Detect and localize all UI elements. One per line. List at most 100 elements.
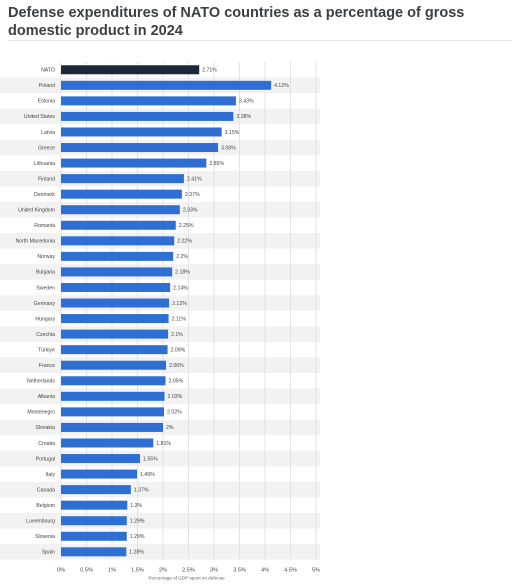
category-label: Italy [45,472,55,478]
x-axis-label: Percentage of GDP spent on defense [148,576,225,581]
category-label: Albania [38,394,55,400]
x-tick-label: 5% [312,568,320,574]
bar [61,251,174,261]
category-label: Greece [38,145,55,151]
x-tick-label: 1% [108,568,116,574]
category-label: Spain [42,550,55,556]
bar [61,422,163,432]
category-label: Poland [39,83,55,89]
bar [61,329,169,339]
bar [61,143,219,153]
category-label: NATO [41,68,55,74]
bar [61,96,236,106]
value-label: 1.55% [143,456,158,462]
x-tick-label: 3% [210,568,218,574]
category-label: Sweden [36,285,55,291]
value-label: 2.33% [183,208,198,214]
value-label: 2% [166,425,174,431]
bar [61,127,222,137]
value-label: 2.11% [172,316,187,322]
value-label: 2.25% [179,223,194,229]
x-tick-label: 2% [159,568,167,574]
category-label: Türkiye [38,347,55,353]
bar [61,236,175,246]
category-label: Denmark [34,192,55,198]
value-label: 3.38% [236,114,251,120]
category-label: Latvia [41,130,55,136]
category-label: Czechia [36,332,55,338]
bar [61,516,127,526]
category-label: Canada [37,487,55,493]
value-label: 1.37% [134,487,149,493]
x-tick-label: 2.5% [182,568,195,574]
category-label: United States [24,114,56,120]
category-label: Luxembourg [26,519,55,525]
bar [61,500,128,510]
category-label: Montenegro [27,410,55,416]
category-label: Romania [34,223,55,229]
value-label: 1.29% [130,519,145,525]
category-label: Croatia [38,441,55,447]
bar [61,205,180,215]
value-label: 2.2% [176,254,188,260]
value-label: 1.81% [156,441,171,447]
value-label: 2.14% [173,285,188,291]
category-label: Estonia [38,99,55,105]
value-label: 2.1% [171,332,183,338]
bar [61,391,165,401]
bar [61,298,170,308]
bar [61,282,171,292]
bar [61,360,167,370]
chart-title: Defense expenditures of NATO countries a… [8,5,465,39]
bar [61,454,141,464]
value-label: 1.29% [130,534,145,540]
value-label: 2.22% [177,239,192,245]
value-label: 2.18% [175,270,190,276]
bar [61,189,182,199]
bar [61,314,169,324]
category-label: Portugal [36,456,55,462]
x-tick-label: 1.5% [131,568,144,574]
x-tick-label: 0% [57,568,65,574]
x-tick-label: 4% [261,568,269,574]
bar [61,345,168,355]
value-label: 2.06% [169,363,184,369]
category-label: Bulgaria [36,270,55,276]
bar [61,267,173,277]
value-label: 2.41% [187,176,202,182]
value-label: 2.09% [171,347,186,353]
value-label: 1.49% [140,472,155,478]
value-label: 1.3% [130,503,142,509]
category-label: Hungary [35,316,55,322]
value-label: 2.03% [168,394,183,400]
category-label: Belgium [36,503,55,509]
bar [61,376,166,386]
bar [61,80,272,90]
bar [61,531,127,541]
category-label: Norway [37,254,55,260]
category-label: Lithuania [34,161,55,167]
value-label: 2.05% [169,379,184,385]
x-tick-label: 3.5% [233,568,246,574]
bar [61,469,137,479]
x-tick-label: 4.5% [284,568,297,574]
bar [61,438,154,448]
category-label: Germany [34,301,56,307]
category-label: North Macedonia [15,239,55,245]
value-label: 2.37% [185,192,200,198]
category-label: United Kingdom [18,208,55,214]
bar [61,65,200,75]
bar [61,547,127,557]
category-label: Netherlands [27,379,55,385]
value-label: 3.43% [239,99,254,105]
value-label: 3.15% [225,130,240,136]
category-label: Slovakia [35,425,55,431]
bar [61,485,131,495]
value-label: 2.12% [172,301,187,307]
value-label: 2.85% [209,161,224,167]
x-tick-label: 0.5% [80,568,93,574]
value-label: 1.28% [129,550,144,556]
bar [61,111,234,121]
bar [61,158,207,168]
